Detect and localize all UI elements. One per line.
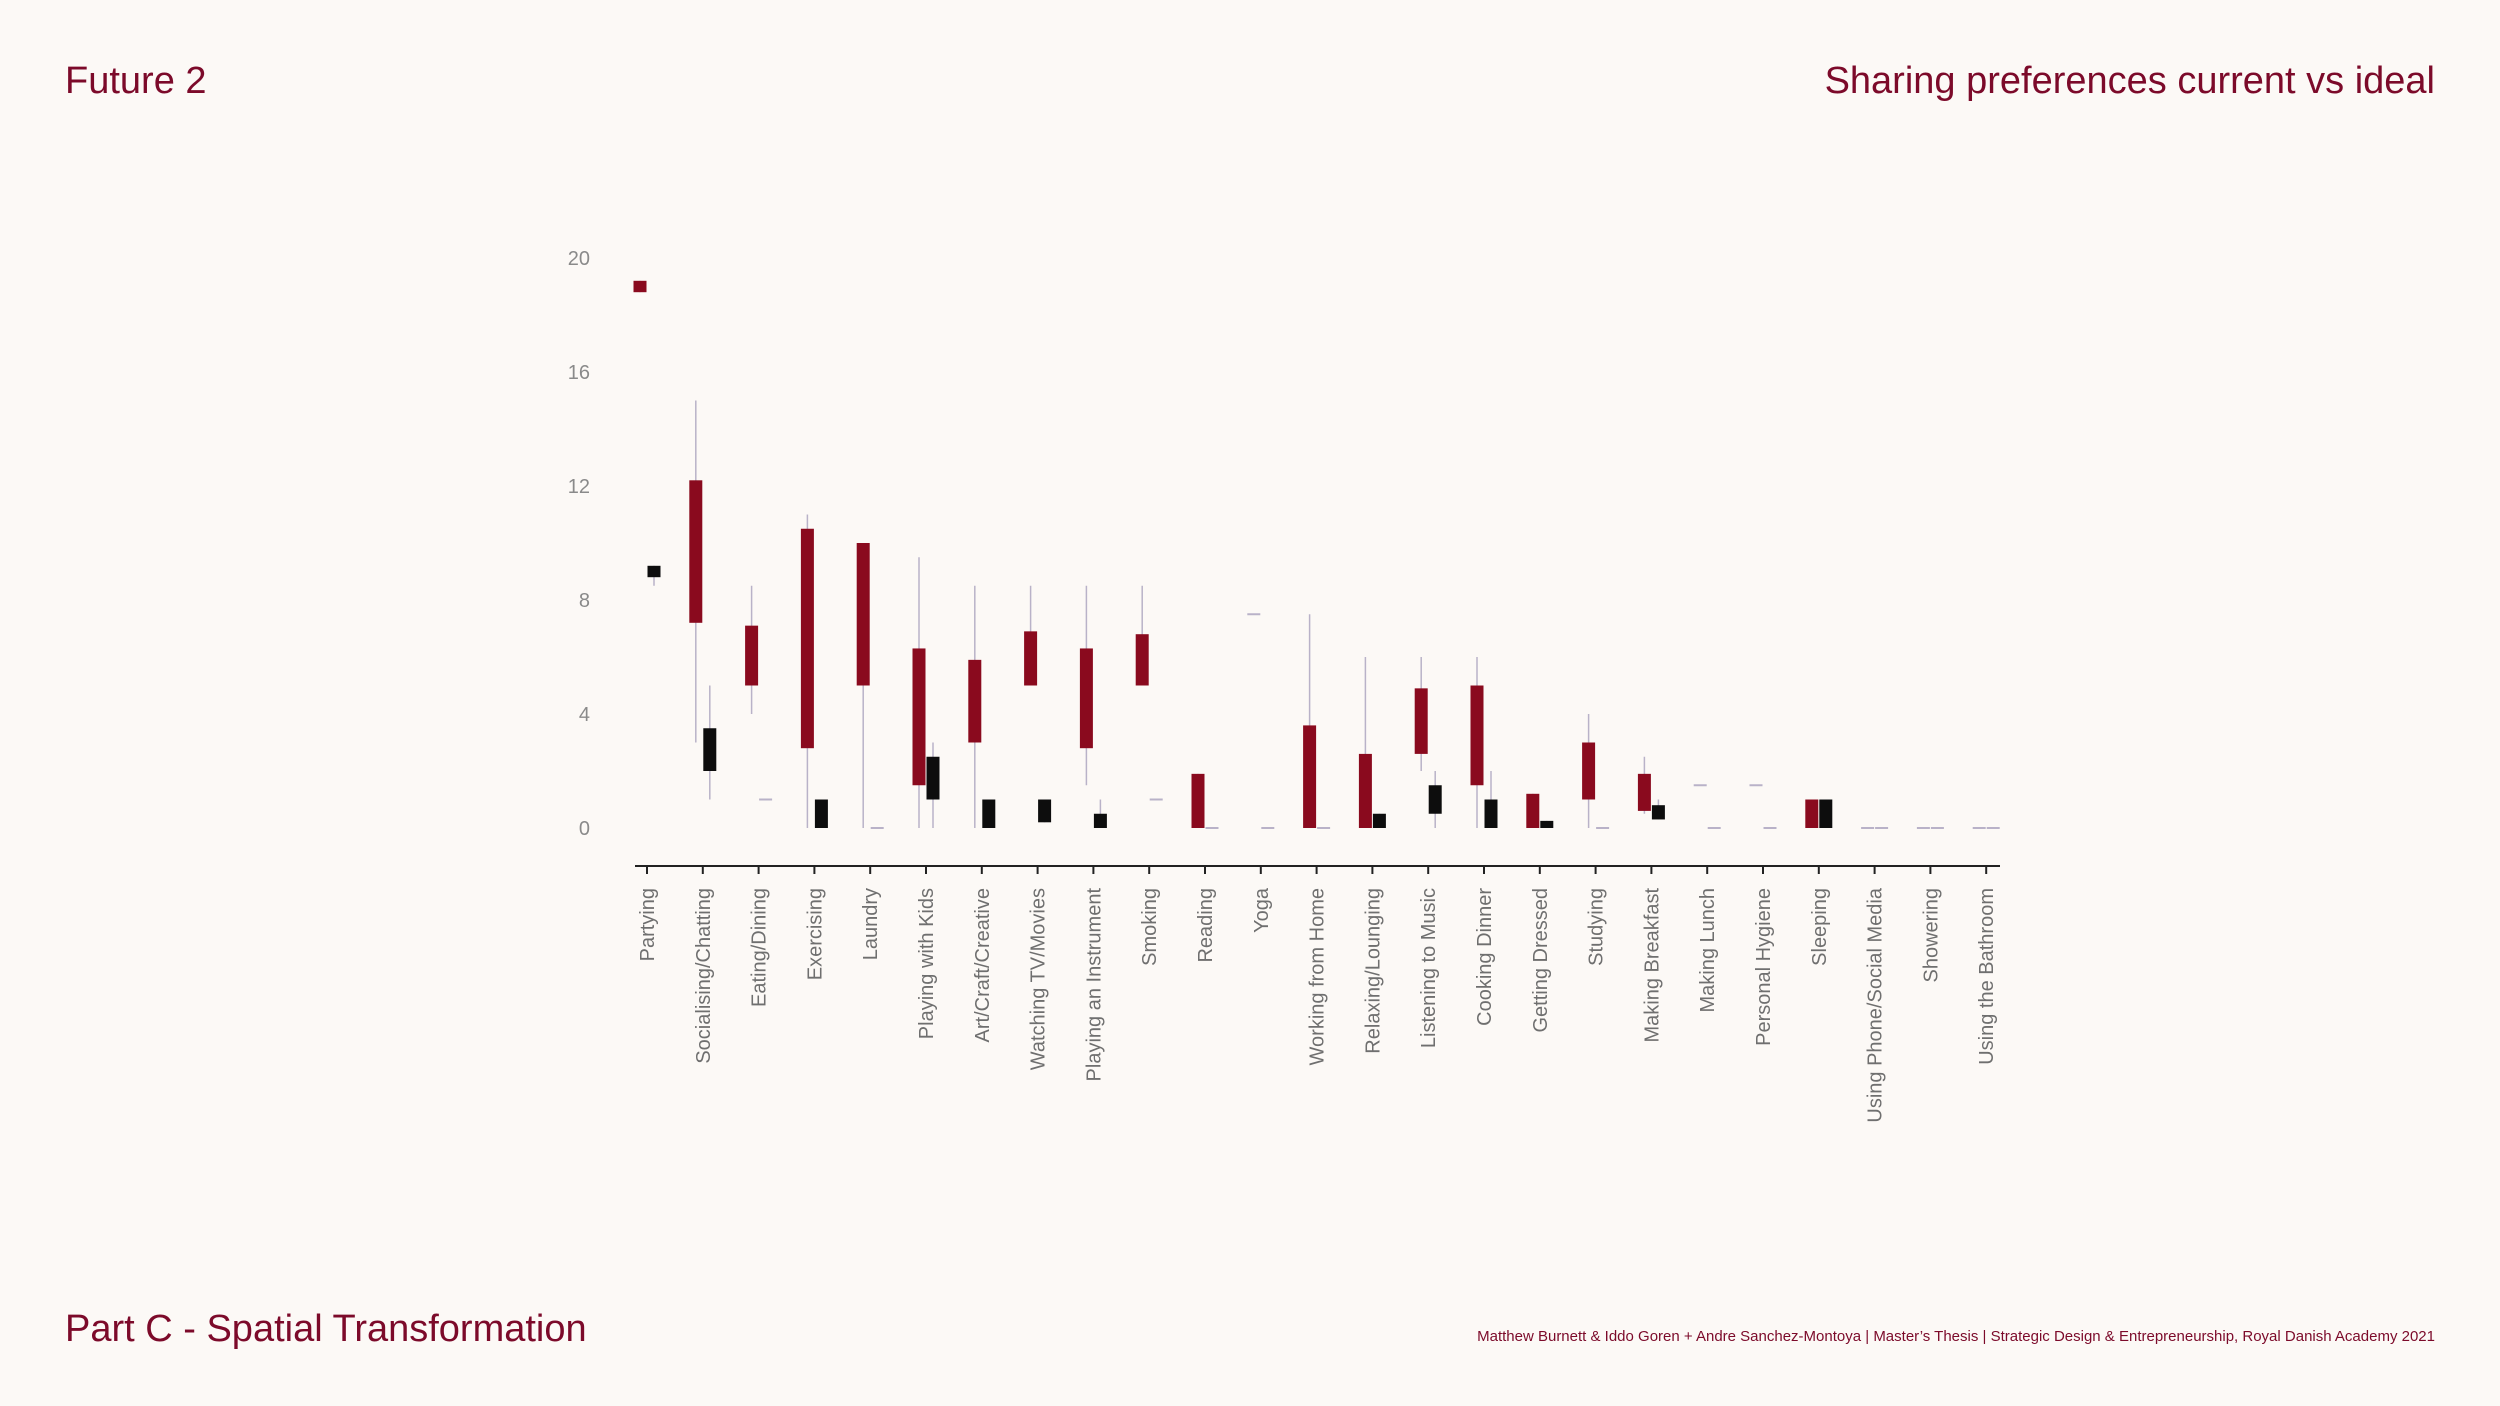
- current-box: [1191, 773, 1205, 828]
- current-box: [689, 480, 703, 623]
- ideal-box: [926, 756, 940, 800]
- x-tick-label: Yoga: [1251, 887, 1273, 933]
- x-tick-label: Laundry: [860, 888, 882, 960]
- x-tick-label: Eating/Dining: [749, 888, 771, 1007]
- ideal-box: [1093, 813, 1107, 828]
- y-tick-label: 0: [579, 818, 590, 840]
- x-axis: Partying Socialising/Chatting Eating/Dinin…: [635, 865, 2000, 1123]
- ideal-box: [982, 799, 996, 828]
- x-tick-label: Making Lunch: [1697, 888, 1719, 1013]
- current-box: [968, 659, 982, 743]
- ideal-box: [647, 565, 661, 578]
- ideal-box: [1540, 820, 1554, 828]
- current-box: [1805, 799, 1819, 828]
- ideal-box: [814, 799, 828, 828]
- current-box: [856, 543, 870, 686]
- current-box: [1414, 688, 1428, 754]
- x-tick-label: Showering: [1920, 888, 1942, 983]
- current-box: [800, 528, 814, 749]
- x-tick-label: Studying: [1586, 888, 1608, 966]
- future-label: Future 2: [65, 60, 207, 102]
- current-box: [1024, 631, 1038, 686]
- current-box: [633, 280, 647, 293]
- ideal-box: [1484, 799, 1498, 828]
- ideal-box: [1038, 799, 1052, 823]
- current-box: [1582, 742, 1596, 800]
- y-tick-label: 8: [579, 590, 590, 612]
- y-tick-label: 20: [568, 248, 590, 270]
- chart-title: Sharing preferences current vs ideal: [1824, 60, 2435, 102]
- x-tick-label: Reading: [1195, 888, 1217, 963]
- plot-area: [633, 280, 2000, 829]
- ideal-box: [703, 728, 717, 771]
- x-tick-label: Playing an Instrument: [1083, 888, 1105, 1082]
- x-tick-label: Cooking Dinner: [1474, 888, 1496, 1026]
- x-tick-label: Smoking: [1139, 888, 1161, 966]
- current-box: [1358, 753, 1372, 828]
- x-tick-label: Exercising: [804, 888, 826, 980]
- current-box: [745, 625, 759, 686]
- x-tick-label: Making Breakfast: [1641, 888, 1663, 1043]
- x-tick-label: Getting Dressed: [1530, 888, 1552, 1033]
- x-tick-label: Using the Bathroom: [1976, 888, 1998, 1065]
- current-box: [1135, 634, 1149, 686]
- ideal-box: [1428, 785, 1442, 814]
- y-tick-label: 16: [568, 362, 590, 384]
- x-tick-label: Playing with Kids: [916, 888, 938, 1039]
- x-tick-label: Listening to Music: [1418, 888, 1440, 1048]
- ideal-box: [1372, 813, 1386, 828]
- y-axis: 0 4 8 12 16 20: [568, 248, 590, 840]
- credits-footer: Matthew Burnett & Iddo Goren + Andre San…: [1477, 1328, 2435, 1345]
- x-tick-label: Partying: [637, 888, 659, 961]
- current-box: [1079, 648, 1093, 749]
- x-tick-label: Using Phone/Social Media: [1865, 887, 1887, 1122]
- x-tick-label: Sleeping: [1809, 888, 1831, 966]
- current-box: [912, 648, 926, 786]
- ideal-box: [1651, 805, 1665, 820]
- x-tick-label: Working from Home: [1307, 888, 1329, 1065]
- current-box: [1637, 773, 1651, 811]
- ideal-box: [1819, 799, 1833, 828]
- x-tick-label: Relaxing/Lounging: [1362, 888, 1384, 1054]
- section-label: Part C - Spatial Transformation: [65, 1308, 587, 1350]
- x-tick-label: Art/Craft/Creative: [972, 888, 994, 1042]
- y-tick-label: 4: [579, 704, 590, 726]
- current-box: [1526, 793, 1540, 828]
- current-box: [1470, 685, 1484, 786]
- x-tick-label: Personal Hygiene: [1753, 888, 1775, 1046]
- x-tick-label: Socialising/Chatting: [693, 888, 715, 1064]
- x-tick-label: Watching TV/Movies: [1028, 888, 1050, 1070]
- y-tick-label: 12: [568, 476, 590, 498]
- current-box: [1303, 725, 1317, 828]
